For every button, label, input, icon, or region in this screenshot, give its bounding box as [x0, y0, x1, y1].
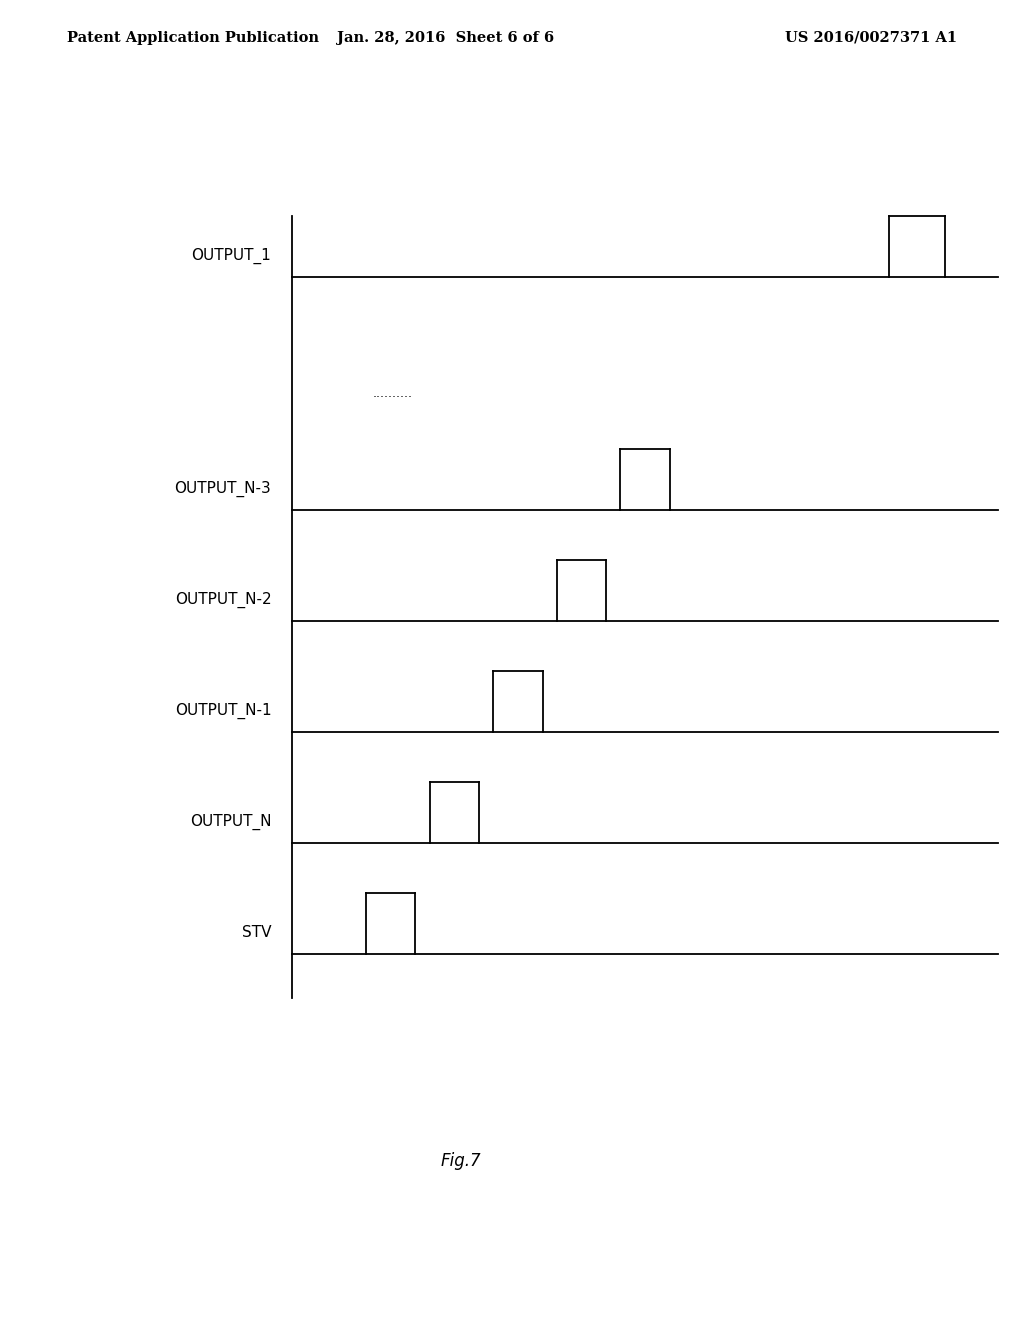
Text: STV: STV: [242, 925, 271, 940]
Text: OUTPUT_N: OUTPUT_N: [189, 813, 271, 830]
Text: OUTPUT_N-3: OUTPUT_N-3: [175, 480, 271, 498]
Text: OUTPUT_N-2: OUTPUT_N-2: [175, 591, 271, 609]
Text: OUTPUT_N-1: OUTPUT_N-1: [175, 702, 271, 719]
Text: OUTPUT_1: OUTPUT_1: [191, 248, 271, 264]
Text: US 2016/0027371 A1: US 2016/0027371 A1: [785, 30, 957, 45]
Text: ..........: ..........: [373, 387, 413, 400]
Text: Jan. 28, 2016  Sheet 6 of 6: Jan. 28, 2016 Sheet 6 of 6: [337, 30, 554, 45]
Text: Patent Application Publication: Patent Application Publication: [67, 30, 318, 45]
Text: Fig.7: Fig.7: [440, 1152, 481, 1170]
